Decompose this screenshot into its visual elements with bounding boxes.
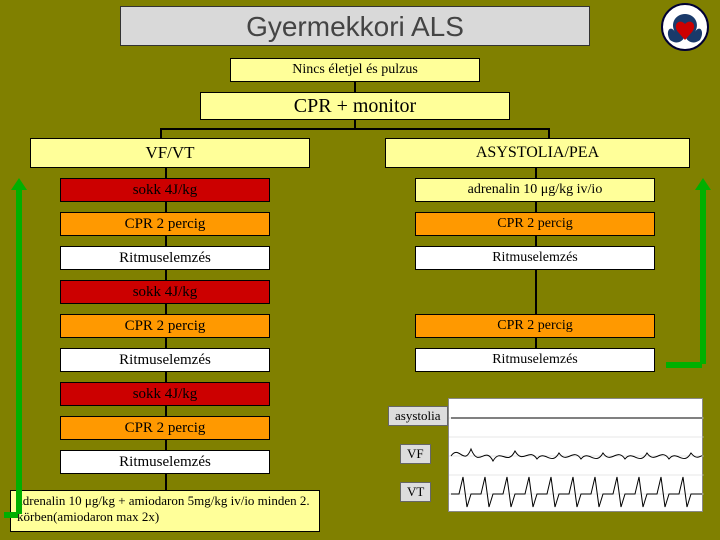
ecg-label-asystolia: asystolia xyxy=(388,406,448,426)
green-arrow-head-r xyxy=(695,178,711,190)
left-row: Ritmuselemzés xyxy=(60,246,270,270)
left-row: CPR 2 percig xyxy=(60,212,270,236)
logo-icon xyxy=(660,2,710,52)
connector xyxy=(535,338,537,348)
connector xyxy=(165,168,167,178)
ecg-label-vf: VF xyxy=(400,444,431,464)
right-row: CPR 2 percig xyxy=(415,212,655,236)
connector xyxy=(354,120,356,128)
left-row: sokk 4J/kg xyxy=(60,280,270,304)
green-arrow-rh xyxy=(666,362,702,368)
green-arrow-r xyxy=(700,186,706,364)
slide: Gyermekkori ALS Nincs életjel és pulzus … xyxy=(0,0,720,540)
connector xyxy=(535,202,537,212)
green-arrow-head xyxy=(11,178,27,190)
connector xyxy=(535,168,537,178)
ecg-label-vt: VT xyxy=(400,482,431,502)
box-no-sign: Nincs életjel és pulzus xyxy=(230,58,480,82)
left-row: CPR 2 percig xyxy=(60,416,270,440)
left-row: CPR 2 percig xyxy=(60,314,270,338)
heading-vfvt: VF/VT xyxy=(30,138,310,168)
right-row: adrenalin 10 μg/kg iv/io xyxy=(415,178,655,202)
connector xyxy=(165,440,167,450)
heading-asystolia: ASYSTOLIA/PEA xyxy=(385,138,690,168)
connector xyxy=(548,128,550,138)
connector xyxy=(165,202,167,212)
left-row: sokk 4J/kg xyxy=(60,382,270,406)
connector xyxy=(165,304,167,314)
right-row: CPR 2 percig xyxy=(415,314,655,338)
left-row: sokk 4J/kg xyxy=(60,178,270,202)
right-row: Ritmuselemzés xyxy=(415,246,655,270)
green-arrow-h xyxy=(4,512,18,518)
box-cpr-monitor: CPR + monitor xyxy=(200,92,510,120)
right-row: Ritmuselemzés xyxy=(415,348,655,372)
connector xyxy=(535,270,537,314)
connector xyxy=(160,128,162,138)
connector xyxy=(165,270,167,280)
ecg-panel xyxy=(448,398,703,512)
left-row: Ritmuselemzés xyxy=(60,450,270,474)
green-arrow xyxy=(16,186,22,514)
box-adrenalin-amiodaron: adrenalin 10 μg/kg + amiodaron 5mg/kg iv… xyxy=(10,490,320,532)
connector xyxy=(165,236,167,246)
ecg-traces-icon xyxy=(449,399,704,513)
left-row: Ritmuselemzés xyxy=(60,348,270,372)
connector xyxy=(535,236,537,246)
connector xyxy=(165,406,167,416)
page-title: Gyermekkori ALS xyxy=(120,6,590,46)
connector xyxy=(160,128,550,130)
connector xyxy=(165,474,167,490)
connector xyxy=(354,82,356,92)
connector xyxy=(165,372,167,382)
connector xyxy=(165,338,167,348)
